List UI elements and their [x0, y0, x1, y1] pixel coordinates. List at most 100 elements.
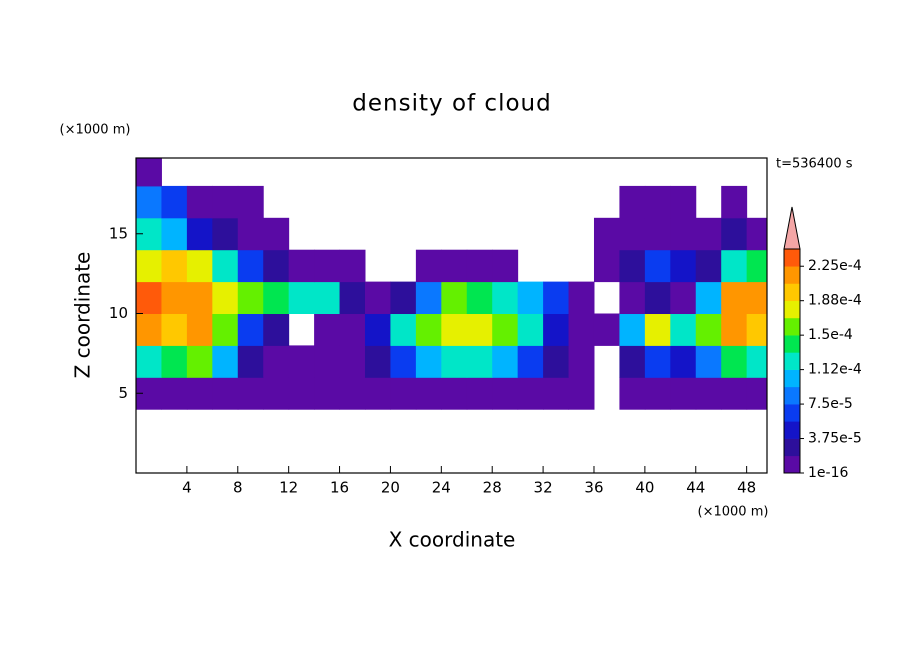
x-tick-label: 40: [635, 479, 654, 497]
contour-cell: [721, 249, 748, 283]
contour-cell: [517, 345, 544, 378]
contour-cell: [619, 217, 646, 251]
colorbar-band: [784, 455, 800, 474]
contour-cell: [339, 345, 366, 378]
contour-cell: [263, 249, 290, 283]
contour-cell: [441, 313, 468, 346]
contour-cell: [136, 345, 162, 378]
contour-cell: [212, 377, 239, 410]
contour-cell: [670, 313, 697, 346]
contour-cell: [161, 217, 188, 251]
contour-cell: [517, 281, 544, 315]
x-tick-label: 12: [279, 479, 298, 497]
contour-cell: [543, 313, 570, 346]
y-unit: (×1000 m): [60, 123, 131, 138]
contour-cell: [644, 185, 671, 219]
time-label: t=536400 s: [776, 157, 853, 172]
colorbar-tick-label: 1.88e-4: [808, 293, 862, 309]
contour-cell: [644, 313, 671, 346]
contour-cell: [161, 281, 188, 315]
contour-cell: [721, 185, 748, 219]
contour-cell: [695, 313, 722, 346]
colorbar-band: [784, 249, 800, 267]
contour-cell: [339, 249, 366, 283]
contour-cell: [136, 185, 162, 219]
x-tick-label: 24: [432, 479, 451, 497]
contour-cell: [619, 313, 646, 346]
colorbar-tick-label: 1.12e-4: [808, 362, 862, 378]
contour-cell: [517, 377, 544, 410]
contour-cell: [314, 281, 341, 315]
contour-cell: [492, 313, 519, 346]
colorbar-frame: [783, 248, 801, 474]
contour-cell: [237, 217, 264, 251]
contour-cell: [212, 249, 239, 283]
contour-cell: [364, 281, 391, 315]
contour-cell: [619, 281, 646, 315]
contour-cell: [390, 377, 417, 410]
contour-cell: [237, 249, 264, 283]
contour-cell: [415, 345, 442, 378]
contour-cell: [288, 281, 315, 315]
colorbar-band: [784, 266, 800, 284]
contour-cell: [746, 217, 767, 251]
contour-cell: [746, 345, 767, 378]
contour-cell: [721, 281, 748, 315]
contour-cell: [517, 313, 544, 346]
plot-frame: [135, 157, 768, 474]
colorbar-band: [784, 369, 800, 388]
contour-cell: [695, 249, 722, 283]
x-tick-label: 20: [381, 479, 400, 497]
contour-cell: [593, 217, 620, 251]
contour-cell: [186, 185, 213, 219]
contour-cell: [721, 377, 748, 410]
contour-cell: [263, 281, 290, 315]
contour-cell: [568, 281, 595, 315]
contour-cell: [644, 377, 671, 410]
contour-cell: [237, 345, 264, 378]
contour-cell: [466, 249, 493, 283]
colorbar-band: [784, 421, 800, 439]
contour-cell: [670, 185, 697, 219]
contour-cell: [415, 377, 442, 410]
contour-cell: [237, 185, 264, 219]
contour-cell: [670, 345, 697, 378]
contour-cell: [466, 313, 493, 346]
chart-title: density of cloud: [352, 91, 551, 117]
contour-cell: [314, 345, 341, 378]
contour-cell: [314, 249, 341, 283]
contour-cell: [237, 313, 264, 346]
contour-cell: [619, 185, 646, 219]
x-unit: (×1000 m): [698, 505, 769, 520]
contour-cell: [619, 345, 646, 378]
contour-cell: [670, 249, 697, 283]
contour-cell: [568, 377, 595, 410]
contour-cell: [492, 377, 519, 410]
contour-cell: [136, 249, 162, 283]
colorbar-band: [784, 317, 800, 336]
contour-cell: [136, 281, 162, 315]
contour-cell: [746, 281, 767, 315]
colorbar-over: [783, 206, 801, 250]
contour-cell: [670, 217, 697, 251]
contour-cell: [186, 249, 213, 283]
contour-cell: [695, 217, 722, 251]
contour-cell: [492, 249, 519, 283]
contour-cell: [644, 249, 671, 283]
contour-cell: [364, 313, 391, 346]
x-tick-label: 4: [182, 479, 192, 497]
contour-cell: [695, 281, 722, 315]
contour-cell: [746, 313, 767, 346]
x-axis-label: X coordinate: [389, 528, 516, 552]
contour-cell: [695, 345, 722, 378]
contour-cell: [721, 217, 748, 251]
colorbar-tick-label: 7.5e-5: [808, 396, 853, 412]
contour-cell: [619, 377, 646, 410]
contour-cell: [441, 377, 468, 410]
contour-cell: [263, 313, 290, 346]
contour-cell: [314, 313, 341, 346]
y-axis-label: Z coordinate: [71, 252, 95, 379]
contour-cell: [415, 313, 442, 346]
contour-cell: [746, 249, 767, 283]
